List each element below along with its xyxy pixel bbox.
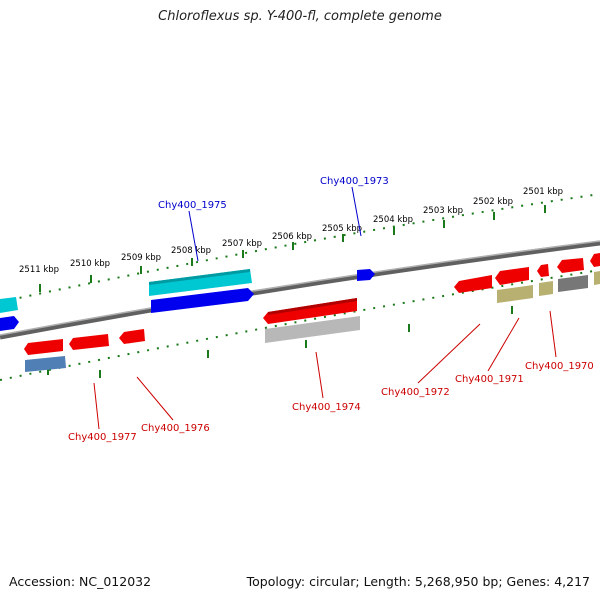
gene-label-1977: Chy400_1977 [68, 432, 137, 443]
genome-backbone [0, 240, 600, 340]
gene-khaki-1 [497, 285, 533, 303]
gene-blue-left [0, 316, 19, 331]
map-title: Chloroflexus sp. Y-400-fl, complete geno… [158, 9, 442, 24]
ruler-label-2502: 2502 kbp [473, 197, 513, 207]
ruler-label-2506: 2506 kbp [272, 232, 312, 242]
gene-cyan-top-shade [149, 269, 250, 285]
genome-backbone-highlight [0, 240, 600, 336]
callout-1975 [188, 210, 199, 262]
gene-darkgray [558, 275, 588, 292]
gene-khaki-2 [539, 281, 553, 296]
ruler-labels: 2511 kbp 2510 kbp 2509 kbp 2508 kbp 2507… [19, 187, 563, 275]
gene-label-1976: Chy400_1976 [141, 423, 210, 434]
callout-lines [93, 186, 557, 430]
gene-label-1971: Chy400_1971 [455, 374, 524, 385]
accession-text: Accession: NC_012032 [9, 574, 152, 589]
gene-red-1 [454, 275, 492, 293]
ruler-label-2507: 2507 kbp [222, 239, 262, 249]
gene-red-b [69, 334, 109, 350]
forward-genes [0, 253, 600, 331]
reverse-genes [24, 271, 600, 372]
gene-chy400-1976 [119, 329, 145, 344]
callout-1970 [549, 310, 557, 358]
gene-labels: Chy400_1973 Chy400_1975 Chy400_1974 Chy4… [68, 176, 594, 443]
ruler-label-2509: 2509 kbp [121, 253, 161, 263]
gene-cyan-left [0, 297, 18, 313]
ruler-label-2510: 2510 kbp [70, 259, 110, 269]
gene-gray [265, 316, 360, 343]
callout-1977 [93, 382, 100, 430]
callout-1976 [136, 376, 174, 421]
gene-label-1974: Chy400_1974 [292, 402, 361, 413]
gene-label-1975: Chy400_1975 [158, 200, 227, 211]
ruler-label-2511: 2511 kbp [19, 265, 59, 275]
ruler-label-2501: 2501 kbp [523, 187, 563, 197]
ruler-label-2508: 2508 kbp [171, 246, 211, 256]
callout-1972 [417, 323, 481, 384]
gene-red-3 [537, 264, 549, 277]
gene-chy400-1975-cyan [149, 269, 252, 296]
gene-red-2 [495, 267, 529, 285]
gene-chy400-1977 [24, 339, 63, 355]
callout-1974 [315, 351, 324, 399]
callout-1971 [487, 317, 520, 372]
gene-chy400-1973 [357, 269, 375, 281]
callout-1973 [351, 186, 362, 237]
gene-red-4 [557, 258, 584, 273]
ruler-label-2503: 2503 kbp [423, 206, 463, 216]
gene-chy400-1974-shade [268, 298, 357, 315]
gene-red-5 [590, 253, 600, 267]
gene-khaki-3 [594, 271, 600, 285]
ruler-label-2504: 2504 kbp [373, 215, 413, 225]
gene-label-1970: Chy400_1970 [525, 361, 594, 372]
gene-label-1973: Chy400_1973 [320, 176, 389, 187]
gene-steel [25, 356, 66, 372]
gene-label-1972: Chy400_1972 [381, 387, 450, 398]
outer-ruler-ticks [39, 205, 546, 292]
ruler-label-2505: 2505 kbp [322, 224, 362, 234]
gene-chy400-1975-blue [151, 288, 254, 313]
topology-summary: Topology: circular; Length: 5,268,950 bp… [246, 574, 590, 589]
